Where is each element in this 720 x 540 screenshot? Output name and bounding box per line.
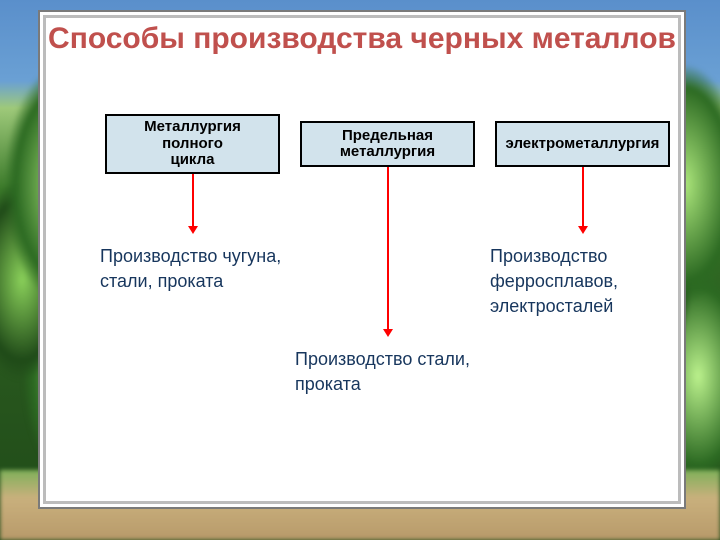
arrow-full-line (192, 174, 194, 226)
desc-electro: Производство ферросплавов, электросталей (490, 244, 675, 320)
content-frame: Способы производства черных металлов Мет… (38, 10, 686, 509)
arrow-full-head (188, 226, 198, 234)
arrow-limit-head (383, 329, 393, 337)
arrow-electro-head (578, 226, 588, 234)
page-title: Способы производства черных металлов (40, 22, 684, 57)
box-electro: электрометаллургия (495, 121, 670, 167)
box-limit: Предельная металлургия (300, 121, 475, 167)
arrow-limit-line (387, 167, 389, 329)
desc-full: Производство чугуна, стали, проката (100, 244, 281, 294)
box-full-cycle: Металлургия полного цикла (105, 114, 280, 174)
arrow-electro-line (582, 167, 584, 226)
desc-limit: Производство стали, проката (295, 347, 470, 397)
